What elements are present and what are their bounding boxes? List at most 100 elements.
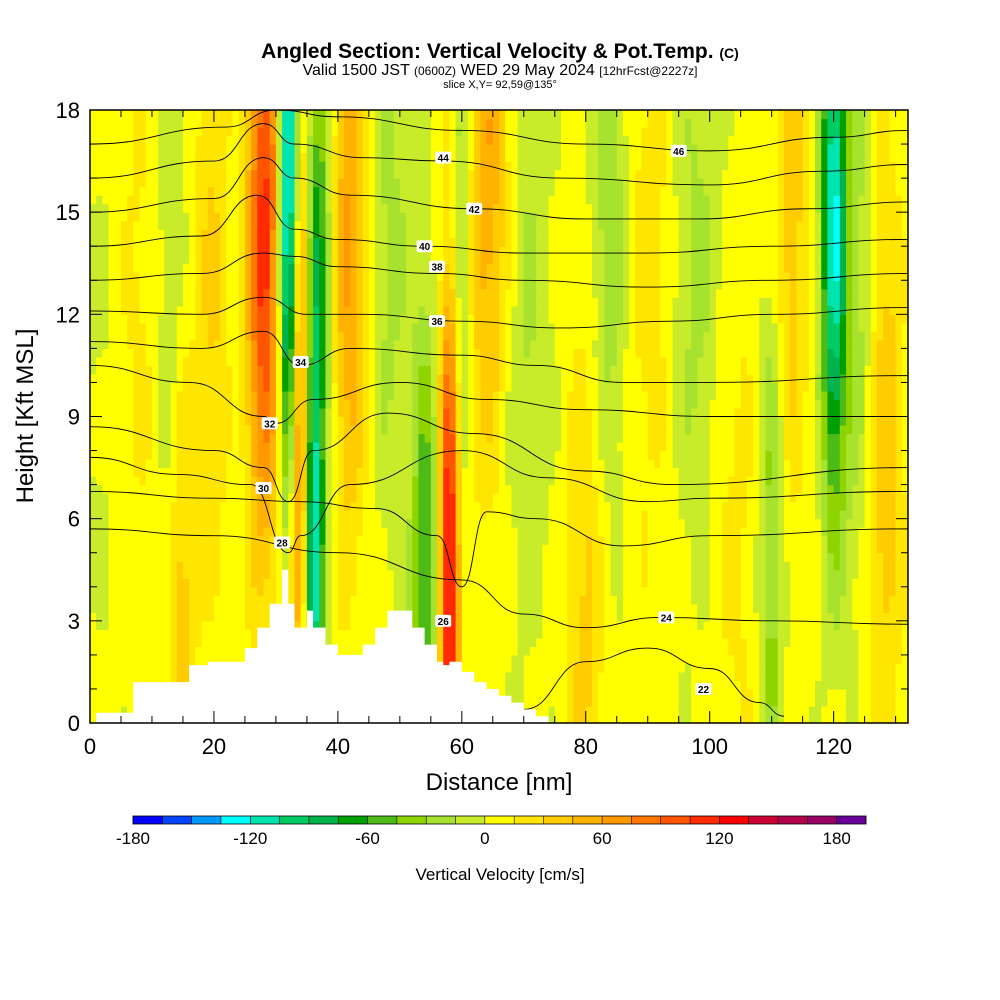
heatmap-cell [282, 433, 289, 443]
heatmap-cell [195, 399, 203, 409]
heatmap-cell [499, 186, 506, 196]
heatmap-cell [127, 501, 134, 511]
heatmap-cell [145, 586, 153, 596]
heatmap-cell [443, 339, 451, 349]
heatmap-cell [220, 552, 227, 562]
heatmap-cell [133, 603, 141, 613]
heatmap-cell [220, 178, 227, 188]
heatmap-cell [356, 314, 364, 324]
heatmap-cell [164, 433, 172, 443]
heatmap-cell [430, 152, 438, 162]
heatmap-cell [102, 705, 110, 716]
heatmap-cell [158, 263, 165, 273]
heatmap-cell [127, 356, 134, 367]
heatmap-cell [288, 161, 296, 171]
heatmap-cell [195, 365, 203, 375]
heatmap-cell [362, 254, 370, 264]
heatmap-cell [288, 450, 296, 460]
heatmap-cell [114, 603, 122, 613]
heatmap-cell [375, 322, 382, 332]
heatmap-cell [139, 220, 147, 230]
heatmap-cell [220, 280, 227, 290]
heatmap-cell [517, 586, 525, 596]
heatmap-cell [319, 280, 327, 290]
heatmap-cell [461, 356, 469, 367]
heatmap-cell [399, 603, 407, 613]
heatmap-cell [176, 331, 184, 341]
heatmap-cell [331, 195, 339, 205]
heatmap-cell [387, 135, 395, 145]
heatmap-cell [238, 510, 246, 520]
heatmap-cell [325, 373, 333, 384]
heatmap-cell [251, 527, 258, 537]
heatmap-cell [350, 135, 358, 145]
heatmap-cell [306, 510, 314, 520]
heatmap-cell [238, 518, 246, 528]
heatmap-cell [164, 314, 172, 324]
heatmap-cell [170, 518, 178, 528]
heatmap-cell [90, 178, 97, 188]
heatmap-cell [474, 442, 482, 452]
heatmap-cell [189, 152, 196, 162]
heatmap-cell [424, 450, 432, 460]
heatmap-cell [375, 518, 382, 528]
heatmap-cell [393, 390, 401, 401]
heatmap-cell [412, 212, 420, 222]
heatmap-cell [313, 399, 320, 409]
heatmap-cell [275, 382, 283, 392]
heatmap-cell [182, 603, 190, 613]
heatmap-cell [412, 322, 420, 332]
heatmap-cell [455, 493, 463, 503]
heatmap-cell [90, 714, 97, 723]
heatmap-cell [257, 127, 265, 137]
heatmap-cell [517, 595, 525, 605]
heatmap-cell [399, 356, 407, 367]
heatmap-cell [387, 535, 395, 545]
heatmap-cell [207, 178, 215, 188]
heatmap-cell [337, 322, 345, 332]
heatmap-cell [220, 407, 227, 418]
heatmap-cell [418, 535, 426, 545]
heatmap-cell [387, 399, 395, 409]
heatmap-cell [331, 569, 339, 579]
heatmap-cell [362, 561, 370, 571]
heatmap-cell [139, 178, 147, 188]
heatmap-cell [232, 646, 240, 656]
heatmap-cell [269, 459, 277, 469]
heatmap-cell [381, 237, 389, 247]
heatmap-cell [151, 348, 159, 358]
heatmap-cell [195, 169, 203, 179]
heatmap-cell [306, 467, 314, 477]
heatmap-cell [362, 390, 370, 401]
heatmap-cell [120, 288, 128, 298]
heatmap-cell [443, 297, 451, 307]
heatmap-cell [337, 331, 345, 341]
chart-title-text: Angled Section: Vertical Velocity & Pot.… [261, 40, 713, 63]
heatmap-cell [96, 501, 103, 511]
heatmap-cell [164, 118, 172, 128]
heatmap-cell [325, 612, 333, 622]
heatmap-cell [356, 620, 364, 630]
heatmap-cell [282, 203, 289, 213]
heatmap-cell [362, 339, 370, 349]
heatmap-cell [399, 110, 407, 120]
heatmap-cell [350, 484, 358, 494]
heatmap-cell [275, 450, 283, 460]
heatmap-cell [375, 220, 382, 230]
heatmap-cell [151, 297, 159, 307]
heatmap-cell [213, 161, 221, 171]
heatmap-cell [220, 518, 227, 528]
heatmap-cell [499, 399, 506, 409]
heatmap-cell [164, 586, 172, 596]
heatmap-cell [319, 246, 327, 256]
heatmap-cell [331, 271, 339, 281]
heatmap-cell [406, 535, 413, 545]
heatmap-cell [145, 654, 153, 664]
heatmap-cell [195, 629, 203, 639]
heatmap-cell [127, 212, 134, 222]
heatmap-cell [430, 569, 438, 579]
heatmap-cell [430, 510, 438, 520]
heatmap-cell [455, 578, 463, 588]
heatmap-cell [430, 595, 438, 605]
heatmap-cell [337, 169, 345, 179]
